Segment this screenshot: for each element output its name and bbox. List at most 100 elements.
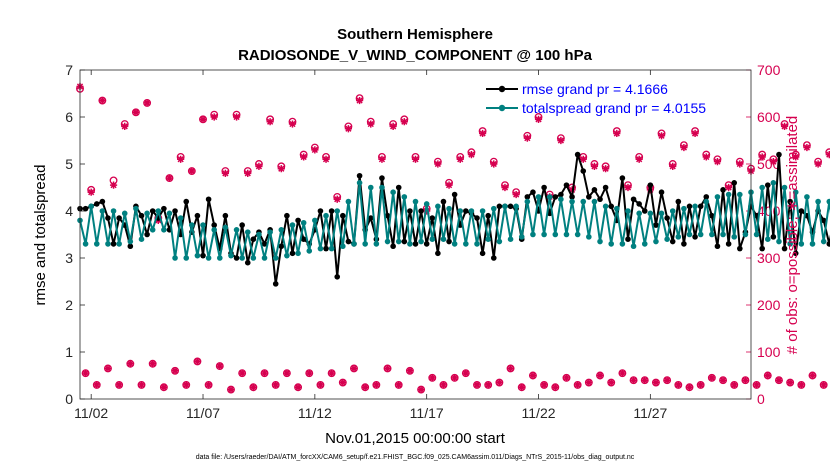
assimilated-obs-point (417, 386, 425, 394)
assimilated-obs-point (210, 113, 218, 121)
y-left-tick-label: 5 (65, 156, 73, 172)
totalspread-point (166, 210, 173, 217)
totalspread-point (177, 215, 184, 221)
assimilated-obs-point (769, 158, 777, 166)
assimilated-obs-point (98, 96, 106, 105)
assimilated-obs-point (149, 360, 157, 368)
assimilated-obs-point (730, 381, 738, 389)
assimilated-obs-point (551, 383, 559, 391)
legend: rmse grand pr = 4.1666 totalspread grand… (486, 81, 706, 116)
assimilated-obs-point (316, 381, 325, 389)
y-right-tick-label: 700 (757, 62, 781, 78)
rmse-point (356, 172, 363, 179)
x-tick-label: 11/12 (298, 405, 332, 421)
totalspread-point (468, 208, 475, 214)
assimilated-obs-point (512, 190, 520, 199)
totalspread-point (261, 255, 268, 261)
assimilated-obs-point (395, 381, 403, 389)
totalspread-point (205, 255, 212, 261)
totalspread-point (356, 180, 363, 186)
totalspread-point (412, 198, 419, 205)
rmse-point (826, 241, 830, 247)
rmse-point (82, 205, 89, 212)
assimilated-obs-point (652, 378, 660, 387)
rmse-point (530, 189, 536, 195)
assimilated-obs-point (367, 120, 375, 128)
totalspread-point (619, 241, 626, 247)
rmse-point (379, 175, 385, 181)
assimilated-obs-point (820, 381, 828, 389)
assimilated-obs-point (814, 160, 822, 168)
rmse-point (647, 182, 654, 188)
assimilated-obs-point (260, 369, 269, 377)
assimilated-obs-point (713, 158, 722, 166)
totalspread-point (787, 241, 793, 247)
assimilated-obs-point (574, 381, 582, 389)
assimilated-obs-point (557, 136, 565, 145)
assimilated-obs-point (93, 381, 101, 389)
assimilated-obs-point (311, 146, 319, 154)
totalspread-point (395, 238, 402, 245)
assimilated-obs-point (188, 167, 196, 175)
totalspread-point (731, 234, 738, 240)
rmse-point (429, 215, 436, 221)
rmse-point (658, 189, 665, 195)
rmse-point (820, 217, 827, 224)
y-right-tick-label: 0 (757, 391, 765, 407)
rmse-point (692, 234, 698, 240)
totalspread-point (574, 231, 581, 238)
rmse-point (261, 241, 268, 247)
rmse-point (552, 194, 559, 200)
rmse-point (317, 208, 324, 214)
rmse-point (496, 203, 503, 210)
assimilated-obs-point (775, 376, 783, 384)
totalspread-point (558, 196, 564, 203)
totalspread-point (658, 210, 665, 217)
totalspread-point (334, 208, 341, 214)
rmse-point (172, 208, 178, 214)
assimilated-obs-point (691, 129, 699, 138)
assimilated-obs-point (266, 118, 274, 126)
totalspread-point (133, 205, 139, 212)
totalspread-point (300, 219, 307, 226)
totalspread-point (440, 236, 447, 242)
assimilated-obs-point (540, 381, 548, 389)
totalspread-point (798, 241, 805, 247)
totalspread-point (669, 208, 676, 214)
rmse-point (144, 231, 150, 238)
assimilated-obs-point (238, 369, 246, 377)
rmse-point (205, 196, 212, 203)
totalspread-point (306, 248, 313, 254)
totalspread-point (228, 252, 234, 259)
totalspread-point (138, 236, 145, 242)
rmse-point (485, 212, 491, 219)
rmse-point (340, 212, 346, 219)
rmse-point (664, 215, 670, 221)
rmse-point (384, 212, 391, 219)
assimilated-obs-point (702, 153, 710, 161)
rmse-point (161, 205, 167, 212)
rmse-point (435, 250, 441, 257)
assimilated-obs-point (199, 115, 207, 123)
totalspread-point (93, 241, 100, 247)
assimilated-obs-point (378, 155, 386, 163)
totalspread-point (804, 194, 810, 200)
totalspread-point (546, 194, 553, 200)
assimilated-obs-point (244, 169, 252, 177)
rmse-point (440, 198, 447, 205)
assimilated-obs-point (143, 99, 151, 107)
rmse-point (737, 245, 743, 252)
totalspread-point (121, 210, 128, 217)
rmse-point (563, 182, 570, 188)
rmse-point (558, 191, 564, 198)
assimilated-obs-point (177, 155, 185, 163)
assimilated-obs-point (350, 364, 358, 373)
totalspread-point (401, 194, 408, 200)
totalspread-point (379, 184, 385, 191)
rmse-point (586, 194, 592, 200)
assimilated-obs-point (423, 207, 431, 215)
chart-subtitle: RADIOSONDE_V_WIND_COMPONENT @ 100 hPa (238, 47, 593, 64)
totalspread-point (284, 252, 290, 259)
totalspread-point (127, 238, 134, 245)
rmse-point (418, 208, 424, 214)
